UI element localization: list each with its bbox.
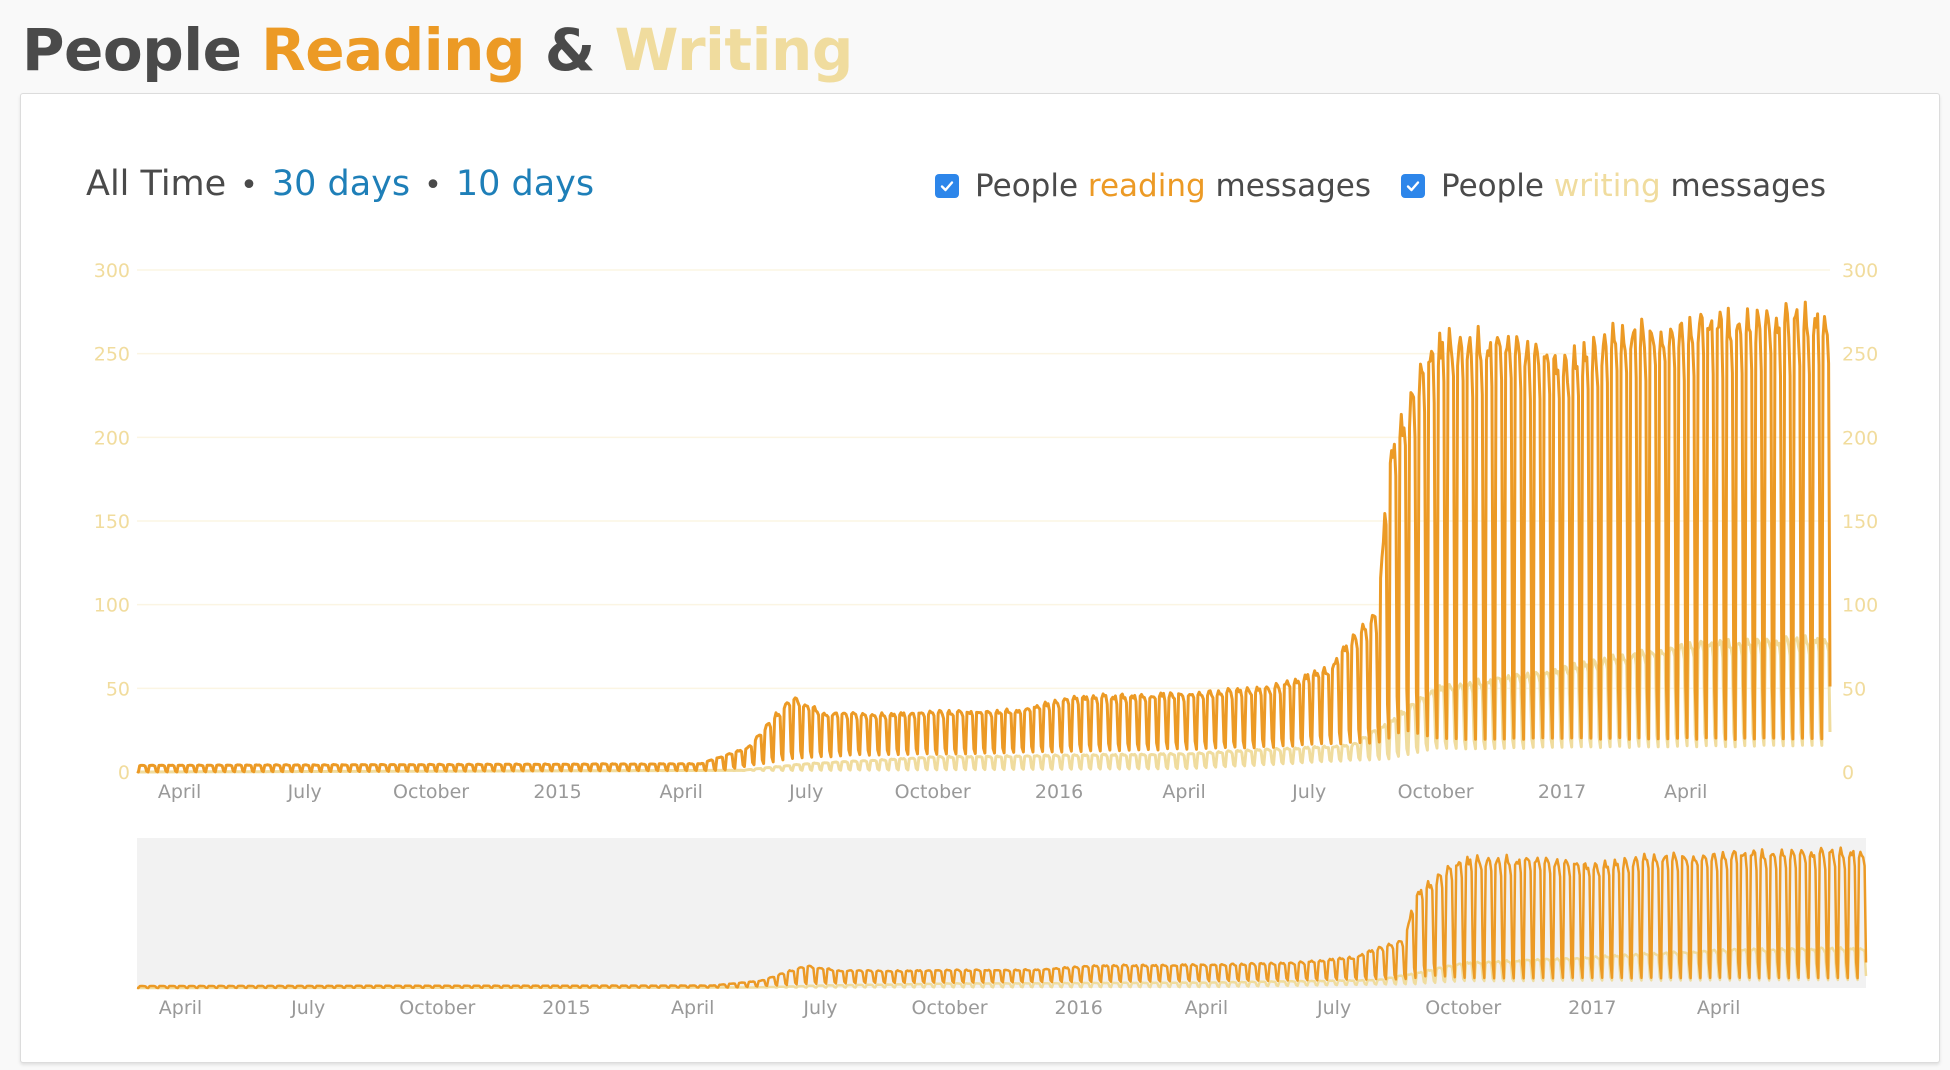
series-line-reading (136, 300, 1832, 774)
page-title: People Reading & Writing (22, 14, 853, 86)
separator-dot: • (240, 168, 258, 203)
checkmark-icon (940, 181, 954, 192)
legend-reading-pre: People (975, 168, 1079, 204)
y-tick-label-left: 200 (94, 427, 130, 449)
x-tick-label: July (788, 781, 823, 803)
legend-writing-highlight: writing (1553, 168, 1661, 204)
navigator-line-reading (136, 846, 1868, 990)
y-tick-label-right: 250 (1842, 344, 1878, 366)
range-all-time[interactable]: All Time (86, 164, 227, 204)
x-tick-label: October (393, 781, 469, 803)
navigator-x-axis: April July October 2015 April July October 2016… (159, 997, 1741, 1019)
x-tick-label: July (1291, 781, 1326, 803)
title-people: People (22, 16, 242, 84)
legend-reading-highlight: reading (1087, 168, 1206, 204)
navigator-x-tick-label: April (1697, 997, 1740, 1019)
title-reading: Reading (261, 16, 525, 84)
checkmark-icon (1406, 181, 1420, 192)
time-range-selector: All Time • 30 days • 10 days (86, 160, 594, 210)
navigator-x-tick-label: April (671, 997, 714, 1019)
navigator-x-tick-label: July (1316, 997, 1351, 1019)
navigator-x-tick-label: October (912, 997, 988, 1019)
x-axis: April July October 2015 April July October 2016… (158, 781, 1708, 803)
x-tick-label: 2017 (1538, 781, 1586, 803)
navigator-background (137, 838, 1866, 988)
y-tick-label-right: 0 (1842, 762, 1854, 784)
navigator-x-tick-label: April (159, 997, 202, 1019)
chart-legend: People reading messages People writing m… (935, 164, 1826, 208)
legend-writing-post: messages (1670, 168, 1826, 204)
y-tick-label-right: 300 (1842, 260, 1878, 282)
x-tick-label: October (895, 781, 971, 803)
y-tick-label-right: 50 (1842, 678, 1866, 700)
y-tick-label-left: 250 (94, 344, 130, 366)
plot-area[interactable] (136, 300, 1832, 774)
x-tick-label: April (1664, 781, 1707, 803)
separator-dot: • (424, 168, 442, 203)
navigator-x-tick-label: July (290, 997, 325, 1019)
series-line-writing (136, 634, 1832, 774)
x-tick-label: April (659, 781, 702, 803)
legend-writing-pre: People (1440, 168, 1544, 204)
x-tick-label: July (287, 781, 322, 803)
x-tick-label: 2015 (533, 781, 581, 803)
title-writing: Writing (614, 16, 853, 84)
y-tick-label-left: 300 (94, 260, 130, 282)
x-tick-label: October (1398, 781, 1474, 803)
navigator-x-tick-label: 2016 (1055, 997, 1103, 1019)
y-tick-label-right: 200 (1842, 427, 1878, 449)
y-tick-label-left: 100 (94, 595, 130, 617)
x-tick-label: April (158, 781, 201, 803)
reading-checkbox[interactable] (935, 174, 960, 198)
x-tick-label: 2016 (1035, 781, 1083, 803)
navigator-x-tick-label: July (802, 997, 837, 1019)
y-axis-right: 0 50 100 150 200 250 300 (1842, 260, 1878, 784)
y-tick-label-left: 0 (118, 762, 130, 784)
range-navigator[interactable] (136, 838, 1868, 990)
navigator-x-tick-label: October (399, 997, 475, 1019)
writing-checkbox[interactable] (1400, 174, 1425, 198)
range-30-days[interactable]: 30 days (271, 164, 411, 204)
range-10-days[interactable]: 10 days (455, 164, 595, 204)
x-tick-label: April (1162, 781, 1205, 803)
y-axis-left: 0 50 100 150 200 250 300 (94, 260, 130, 784)
y-tick-label-right: 150 (1842, 511, 1878, 533)
y-tick-label-left: 50 (106, 678, 130, 700)
legend-item-reading[interactable]: People reading messages (935, 164, 1371, 208)
navigator-x-tick-label: October (1425, 997, 1501, 1019)
navigator-x-tick-label: April (1185, 997, 1228, 1019)
navigator-x-tick-label: 2015 (542, 997, 590, 1019)
title-ampersand: & (544, 16, 596, 84)
y-tick-label-left: 150 (94, 511, 130, 533)
legend-item-writing[interactable]: People writing messages (1400, 164, 1826, 208)
navigator-x-tick-label: 2017 (1568, 997, 1616, 1019)
y-tick-label-right: 100 (1842, 595, 1878, 617)
navigator-line-writing (137, 946, 1868, 990)
legend-reading-post: messages (1215, 168, 1371, 204)
grid-lines (137, 269, 1830, 690)
